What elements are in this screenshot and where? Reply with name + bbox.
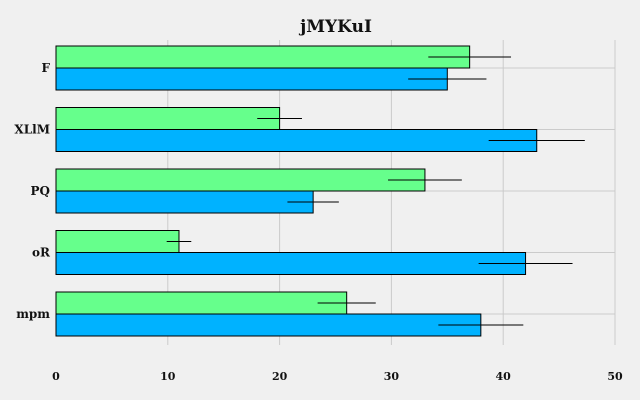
x-axis-labels: 0 10 20 30 40 50 (52, 370, 623, 383)
bar (55, 67, 448, 91)
bar (55, 45, 471, 69)
bar (55, 291, 348, 315)
bar (55, 168, 426, 192)
x-tick-label: 20 (272, 370, 288, 383)
bar (55, 230, 180, 253)
bar (55, 313, 482, 337)
y-tick-label: F (41, 61, 50, 75)
y-axis-labels: F XLlM PQ oR mpm (14, 61, 51, 321)
bar (55, 129, 538, 152)
x-tick-label: 50 (607, 370, 623, 383)
x-tick-label: 0 (52, 370, 60, 383)
y-tick-label: oR (32, 246, 51, 260)
x-tick-label: 40 (496, 370, 512, 383)
y-tick-label: XLlM (14, 123, 50, 137)
x-tick-label: 30 (384, 370, 400, 383)
bar (55, 107, 281, 130)
y-tick-label: PQ (31, 184, 50, 198)
error-bars (166, 56, 585, 326)
bar (55, 252, 527, 275)
x-tick-label: 10 (160, 370, 176, 383)
bars (55, 45, 538, 337)
chart-title: jMYKuI (298, 17, 372, 37)
bar (55, 190, 314, 214)
y-tick-label: mpm (16, 307, 50, 321)
